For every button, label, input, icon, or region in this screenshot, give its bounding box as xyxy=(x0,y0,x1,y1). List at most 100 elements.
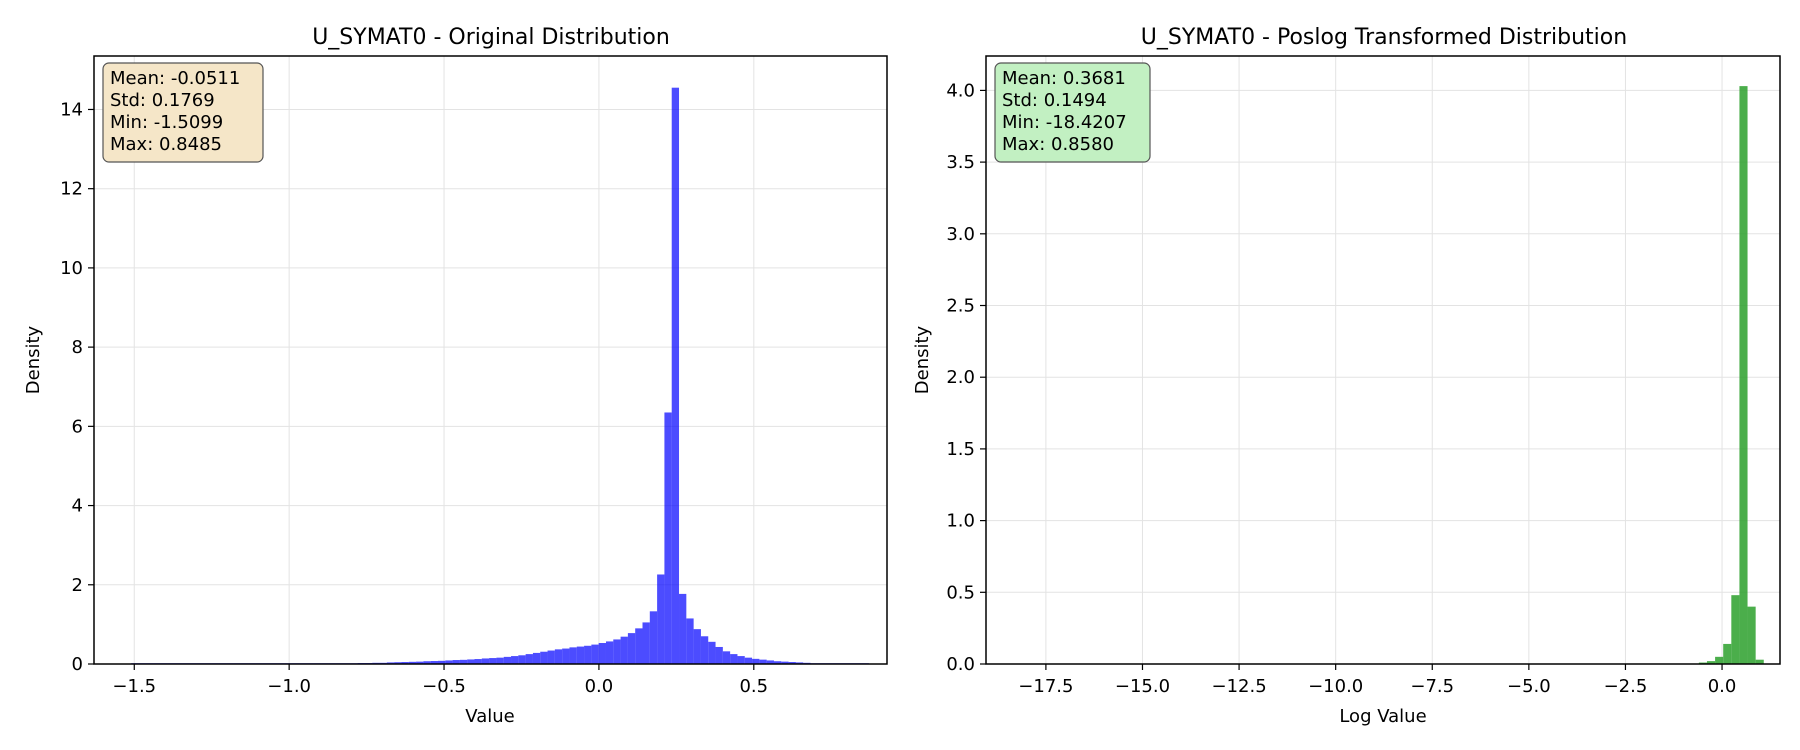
right-x-tick-label: 0.0 xyxy=(1708,676,1737,697)
right-stats-box: Mean: 0.3681 Std: 0.1494 Min: -18.4207 M… xyxy=(994,62,1151,163)
left-histogram-bar xyxy=(679,593,687,664)
left-stats-box: Mean: -0.0511 Std: 0.1769 Min: -1.5099 M… xyxy=(102,62,264,163)
left-histogram-bar xyxy=(547,650,555,664)
right-x-tick-label: −5.0 xyxy=(1507,676,1551,697)
left-histogram-bar xyxy=(554,649,563,664)
left-histogram-bar xyxy=(715,646,723,664)
left-x-axis-label: Value xyxy=(465,706,514,727)
left-histogram-bar xyxy=(430,661,438,664)
right-chart: U_SYMAT0 - Poslog Transformed Distributi… xyxy=(912,25,1781,727)
left-histogram-bar xyxy=(416,661,424,664)
left-histogram-bar xyxy=(525,654,533,664)
left-histogram-bar xyxy=(481,658,490,664)
left-y-tick-label: 12 xyxy=(60,179,83,200)
left-histogram-bar xyxy=(474,659,482,664)
left-histogram-bar xyxy=(708,641,716,664)
left-histogram-bar xyxy=(613,639,621,664)
right-y-tick-label: 0.0 xyxy=(946,654,975,675)
left-histogram-bar xyxy=(759,659,767,664)
left-histogram-bar xyxy=(386,662,395,664)
left-histogram-bar xyxy=(671,87,680,664)
left-y-axis-label: Density xyxy=(23,325,44,394)
left-histogram-bar xyxy=(737,656,745,664)
left-stats-box-background xyxy=(102,62,264,163)
left-histogram-bar xyxy=(722,651,731,664)
left-x-tick-label: 0.5 xyxy=(739,676,768,697)
left-histogram-bars xyxy=(131,87,869,664)
right-stats-box-background xyxy=(994,62,1151,163)
right-x-tick-label: −7.5 xyxy=(1410,676,1454,697)
left-y-tick-label: 8 xyxy=(72,337,83,358)
right-x-tick-label: −12.5 xyxy=(1211,676,1266,697)
left-histogram-bar xyxy=(511,656,519,664)
right-chart-title: U_SYMAT0 - Poslog Transformed Distributi… xyxy=(1141,25,1627,50)
left-histogram-bar xyxy=(489,658,497,664)
left-histogram-bar xyxy=(437,660,446,664)
right-histogram-bar xyxy=(1747,606,1756,664)
right-x-tick-label: −2.5 xyxy=(1604,676,1648,697)
left-y-tick-label: 6 xyxy=(72,416,83,437)
left-y-tick-label: 4 xyxy=(72,496,83,517)
left-histogram-bar xyxy=(635,628,643,664)
left-histogram-bar xyxy=(788,662,796,664)
left-stats-max: Max: 0.8485 xyxy=(110,134,222,155)
right-stats-max: Max: 0.8580 xyxy=(1002,134,1114,155)
right-y-tick-label: 0.5 xyxy=(946,582,975,603)
left-histogram-bar xyxy=(496,657,504,664)
left-histogram-bar xyxy=(408,661,417,664)
right-x-tick-label: −17.5 xyxy=(1018,676,1073,697)
left-histogram-bar xyxy=(591,644,599,664)
left-x-tick-label: −1.0 xyxy=(267,676,311,697)
left-stats-std: Std: 0.1769 xyxy=(110,90,215,111)
left-histogram-bar xyxy=(445,660,453,664)
left-y-tick-label: 10 xyxy=(60,258,83,279)
right-y-tick-label: 4.0 xyxy=(946,80,975,101)
left-histogram-bar xyxy=(459,659,468,664)
left-x-tick-label: −1.5 xyxy=(112,676,156,697)
left-x-tick-label: −0.5 xyxy=(422,676,466,697)
right-y-tick-label: 1.5 xyxy=(946,439,975,460)
right-stats-min: Min: -18.4207 xyxy=(1002,112,1127,133)
left-histogram-bar xyxy=(686,618,694,664)
right-histogram-bar xyxy=(1723,643,1732,664)
left-histogram-bar xyxy=(518,655,526,664)
right-histogram-bar xyxy=(1715,656,1724,664)
left-histogram-bar xyxy=(766,660,774,664)
left-histogram-bar xyxy=(620,636,628,664)
right-plot-frame xyxy=(985,55,1781,665)
left-chart-title: U_SYMAT0 - Original Distribution xyxy=(312,25,670,50)
left-histogram-bar xyxy=(795,662,804,664)
right-stats-std: Std: 0.1494 xyxy=(1002,90,1107,111)
right-histogram-bar xyxy=(1739,86,1748,664)
left-histogram-bar xyxy=(752,658,760,664)
right-histogram-bar xyxy=(1706,661,1716,664)
right-histogram-bar xyxy=(1731,595,1740,664)
left-y-tick-label: 0 xyxy=(72,654,83,675)
left-histogram-bar xyxy=(532,652,541,664)
left-chart: U_SYMAT0 - Original Distribution −1.5 −1.… xyxy=(23,25,888,727)
right-x-axis-ticks: −17.5 −15.0 −12.5 −10.0 −7.5 −5.0 −2.5 0.0 xyxy=(1018,664,1736,697)
left-histogram-bar xyxy=(540,651,548,664)
left-histogram-bar xyxy=(664,412,672,664)
left-histogram-bar xyxy=(503,656,512,664)
right-y-axis-label: Density xyxy=(912,325,933,394)
left-histogram-bar xyxy=(693,629,701,664)
right-y-tick-label: 3.5 xyxy=(946,152,975,173)
left-histogram-bar xyxy=(627,633,636,664)
right-x-tick-label: −15.0 xyxy=(1115,676,1170,697)
right-y-axis-ticks: 0.0 0.5 1.0 1.5 2.0 2.5 3.0 3.5 4.0 xyxy=(946,80,986,675)
left-histogram-bar xyxy=(576,646,585,664)
left-plot-frame xyxy=(93,55,888,665)
left-histogram-bar xyxy=(773,661,782,664)
right-y-tick-label: 2.0 xyxy=(946,367,975,388)
right-x-axis-label: Log Value xyxy=(1339,706,1426,727)
right-y-tick-label: 3.0 xyxy=(946,224,975,245)
right-x-tick-label: −10.0 xyxy=(1308,676,1363,697)
left-x-axis-ticks: −1.5 −1.0 −0.5 0.0 0.5 xyxy=(112,664,768,697)
right-y-tick-label: 2.5 xyxy=(946,296,975,317)
left-histogram-bar xyxy=(467,659,475,664)
left-histogram-bar xyxy=(605,641,614,664)
left-histogram-bar xyxy=(649,611,658,664)
left-stats-mean: Mean: -0.0511 xyxy=(110,68,240,89)
